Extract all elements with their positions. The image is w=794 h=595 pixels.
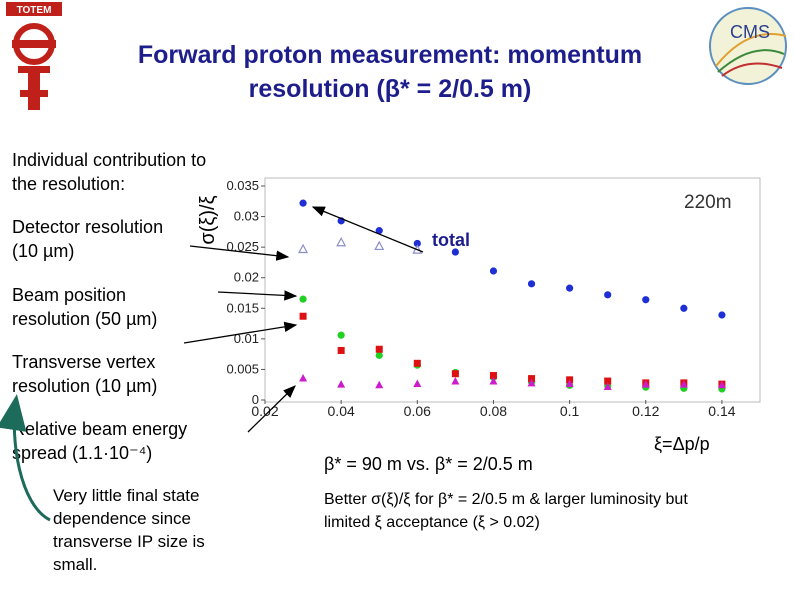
xi-definition: ξ=Δp/p <box>654 434 710 454</box>
arrow-detector <box>189 245 290 261</box>
data-point-series-1 <box>451 248 459 256</box>
y-axis-label: σ(ξ)/ξ <box>197 195 219 244</box>
x-axis: 0.02 0.04 0.06 0.08 0.1 0.12 0.14 <box>251 400 736 419</box>
individual-contribution-label: Individual contribution to the resolutio… <box>12 150 207 194</box>
plot-frame <box>264 177 761 403</box>
final-state-note: Very little final state dependence since… <box>53 486 205 574</box>
arrow-total <box>311 206 424 253</box>
beam-energy-label: Relative beam energy spread (1.1·10⁻⁴) <box>12 419 188 463</box>
y-tick-label: 0 <box>252 392 259 407</box>
data-point-series-4 <box>299 312 307 320</box>
x-tick-label: 0.08 <box>480 403 507 419</box>
data-point-series-4 <box>489 372 497 380</box>
data-point-series-5 <box>603 382 612 391</box>
data-point-series-5 <box>299 373 308 382</box>
title-line-2: resolution (β* = 2/0.5 m) <box>248 75 532 103</box>
cms-logo-text: CMS <box>730 22 770 42</box>
x-tick-label: 0.14 <box>708 403 735 419</box>
data-point-series-1 <box>604 291 612 299</box>
data-point-series-5 <box>679 380 688 388</box>
x-tick-label: 0.02 <box>251 403 278 419</box>
x-tick-label: 0.06 <box>404 403 431 419</box>
y-tick-label: 0.02 <box>234 270 259 285</box>
data-point-series-3 <box>299 295 307 303</box>
data-point-series-4 <box>413 359 421 367</box>
data-point-series-4 <box>604 377 612 385</box>
y-tick-label: 0.03 <box>234 209 259 224</box>
data-point-series-5 <box>375 380 384 389</box>
data-point-series-1 <box>718 311 726 319</box>
x-tick-label: 0.1 <box>560 403 580 419</box>
cms-logo: CMS <box>708 6 788 86</box>
data-point-series-2 <box>374 240 385 251</box>
slide-title: Forward proton measurement: momentum res… <box>70 38 710 106</box>
totem-logo-text: TOTEM <box>17 5 52 16</box>
beta-comparison: β* = 90 m vs. β* = 2/0.5 m <box>324 454 533 474</box>
data-point-series-1 <box>680 304 688 312</box>
detector-resolution-label: Detector resolution (10 µm) <box>12 217 164 261</box>
data-point-series-5 <box>527 378 536 387</box>
data-point-series-3 <box>375 351 383 359</box>
data-point-series-3 <box>337 331 345 339</box>
arrow-beam-energy <box>247 385 296 433</box>
acceptance-note-line-1: Better σ(ξ)/ξ for β* = 2/0.5 m & larger … <box>324 491 688 508</box>
y-tick-label: 0.005 <box>226 361 259 376</box>
acceptance-note-line-2: limited ξ acceptance (ξ > 0.02) <box>324 514 540 531</box>
acceptance-note: Better σ(ξ)/ξ for β* = 2/0.5 m & larger … <box>324 488 794 534</box>
x-tick-label: 0.04 <box>328 403 355 419</box>
curved-arrow-final-state <box>0 394 51 522</box>
data-point-series-1 <box>375 227 383 235</box>
data-point-series-5 <box>489 377 498 385</box>
data-point-series-2 <box>298 243 309 254</box>
data-point-series-5 <box>413 379 422 387</box>
data-point-series-5 <box>717 380 726 389</box>
totem-logo: TOTEM <box>6 2 62 110</box>
data-point-series-1 <box>413 239 421 248</box>
title-line-1: Forward proton measurement: momentum <box>137 41 643 69</box>
x-tick-label: 0.12 <box>632 403 659 419</box>
arrow-beam-position <box>217 290 298 301</box>
data-point-series-5 <box>451 377 460 385</box>
total-label: total <box>432 230 470 250</box>
data-point-series-1 <box>566 284 574 292</box>
data-point-series-1 <box>489 267 498 275</box>
data-point-series-5 <box>565 379 574 387</box>
data-points <box>298 199 726 393</box>
data-point-series-4 <box>528 375 536 383</box>
data-point-series-1 <box>299 199 307 207</box>
data-point-series-1 <box>642 296 650 304</box>
chart-annotation-220m: 220m <box>684 192 732 213</box>
data-point-series-4 <box>375 345 383 353</box>
beam-position-label: Beam position resolution (50 µm) <box>12 285 158 329</box>
data-point-series-4 <box>451 370 459 378</box>
data-point-series-5 <box>337 380 346 388</box>
data-point-series-1 <box>527 280 536 288</box>
data-point-series-4 <box>337 346 345 354</box>
y-tick-label: 0.015 <box>226 300 259 315</box>
arrow-transverse-vertex <box>183 321 298 344</box>
y-tick-label: 0.035 <box>226 178 259 193</box>
data-point-series-2 <box>336 236 347 247</box>
transverse-vertex-label: Transverse vertex resolution (10 µm) <box>12 352 158 396</box>
data-point-series-5 <box>641 380 650 388</box>
